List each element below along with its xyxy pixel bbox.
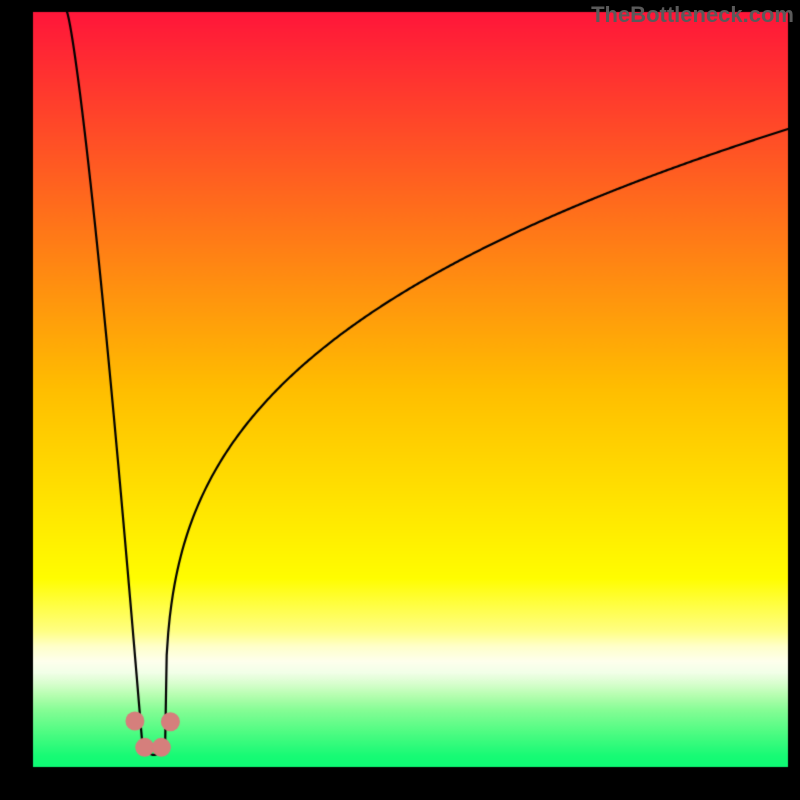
watermark-label: TheBottleneck.com	[591, 2, 794, 28]
chart-container: TheBottleneck.com	[0, 0, 800, 800]
bottleneck-chart-canvas	[0, 0, 800, 800]
